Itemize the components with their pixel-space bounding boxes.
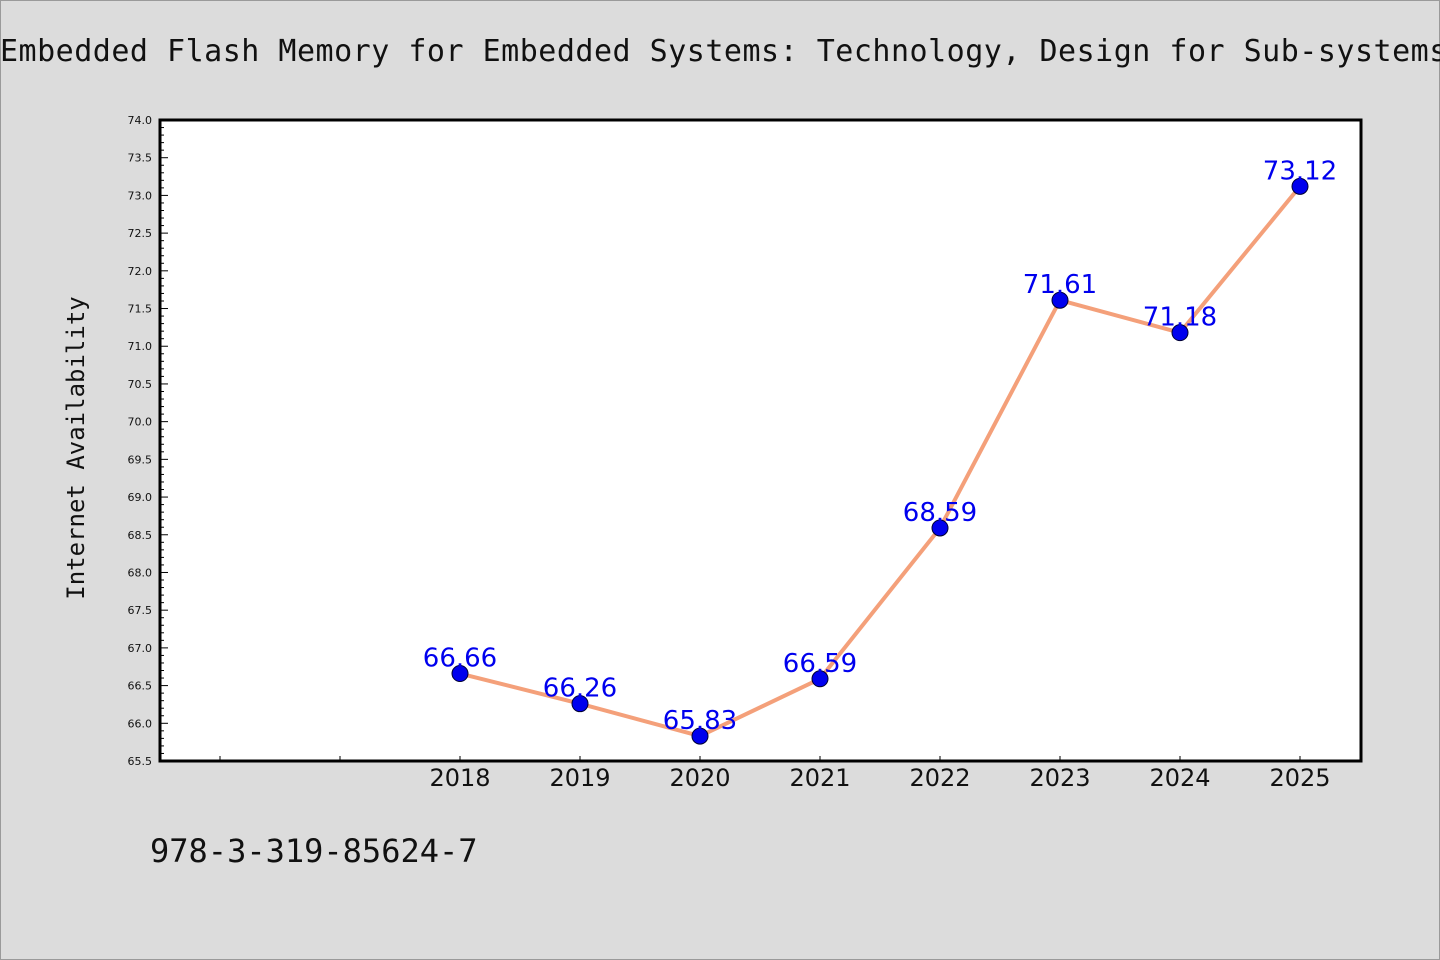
x-tick-label: 2021 (789, 764, 850, 792)
chart-title: Embedded Flash Memory for Embedded Syste… (0, 34, 1440, 69)
series-line (459, 185, 1302, 739)
data-point (1291, 177, 1309, 195)
y-axis-title: Internet Availability (62, 296, 90, 599)
y-tick-label: 73.0 (128, 189, 153, 202)
data-label: 71.18 (1143, 303, 1217, 333)
y-tick-label: 72.0 (128, 265, 153, 278)
y-axis: 65.5 66.0 66.5 67.0 67.5 68.0 68.5 69.0 69.5 70.0… (128, 114, 168, 768)
x-tick-label: 2025 (1269, 764, 1330, 792)
x-tick-label: 2024 (1149, 764, 1210, 792)
data-label: 66.66 (423, 644, 497, 674)
x-tick-label: 2020 (669, 764, 730, 792)
x-tick-label: 2019 (549, 764, 610, 792)
y-tick-label: 66.5 (128, 680, 153, 693)
data-label: 71.61 (1023, 270, 1097, 300)
y-tick-label: 66.0 (128, 717, 153, 730)
x-axis: 2018 2019 2020 2021 2022 2023 2024 2025 (219, 756, 1331, 792)
y-tick-label: 67.0 (128, 642, 153, 655)
x-tick-label: 2022 (909, 764, 970, 792)
y-tick-label: 67.5 (128, 604, 153, 617)
x-tick-label: 2018 (429, 764, 490, 792)
y-tick-label: 73.5 (128, 152, 153, 165)
data-label: 68.59 (903, 498, 977, 528)
y-tick-label: 71.0 (128, 340, 153, 353)
y-tick-label: 71.5 (128, 303, 153, 316)
plot-area (158, 118, 1363, 763)
data-label: 66.59 (783, 649, 857, 679)
data-point (811, 670, 829, 688)
data-label: 73.12 (1263, 156, 1337, 186)
data-point (571, 695, 589, 713)
data-point (931, 519, 949, 537)
y-tick-label: 70.0 (128, 416, 153, 429)
data-label: 66.26 (543, 674, 617, 704)
data-point (1051, 291, 1069, 309)
x-tick-label: 2023 (1029, 764, 1090, 792)
y-tick-label: 69.0 (128, 491, 153, 504)
data-point (691, 727, 709, 745)
data-point (451, 665, 469, 683)
data-label: 65.83 (663, 706, 737, 736)
y-tick-label: 70.5 (128, 378, 153, 391)
y-tick-label: 68.5 (128, 529, 153, 542)
y-tick-label: 72.5 (128, 227, 153, 240)
series-group: 66.66 66.26 65.83 66.59 68.59 71.61 71.18 73.12 (423, 156, 1337, 745)
data-point (1171, 324, 1189, 342)
y-tick-label: 69.5 (128, 453, 153, 466)
y-tick-label: 65.5 (128, 755, 153, 768)
y-tick-label: 68.0 (128, 566, 153, 579)
isbn-text: 978-3-319-85624-7 (150, 832, 478, 870)
y-tick-label: 74.0 (128, 114, 153, 127)
